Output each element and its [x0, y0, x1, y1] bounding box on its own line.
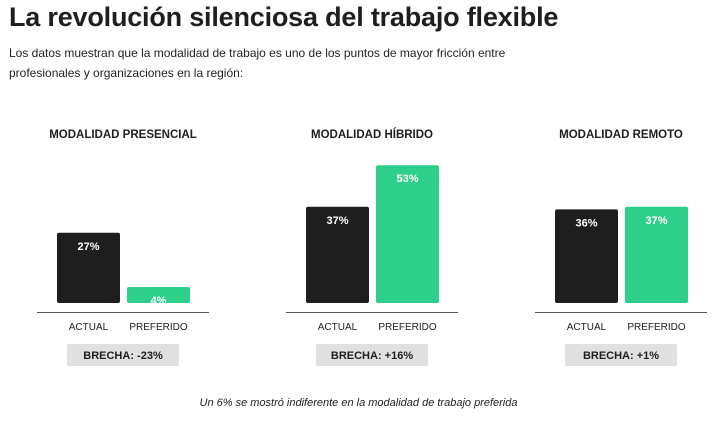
gap-box-presencial [67, 344, 179, 366]
gap-box-hibrido [316, 344, 428, 366]
bar-presencial-actual [57, 232, 120, 303]
panel-title-hibrido: MODALIDAD HÍBRIDO [311, 128, 433, 141]
bar-value-presencial-preferido: 4% [151, 295, 167, 307]
gap-label-hibrido: BRECHA: +16% [331, 350, 413, 362]
bar-value-hibrido-preferido: 53% [396, 173, 418, 185]
bar-value-presencial-actual: 27% [77, 241, 99, 253]
category-label-presencial-actual: ACTUAL [69, 322, 109, 333]
category-label-remoto-actual: ACTUAL [567, 322, 607, 333]
bar-remoto-actual [555, 209, 618, 303]
bar-hibrido-preferido [376, 165, 439, 303]
gap-box-remoto [565, 344, 677, 366]
bar-hibrido-actual [306, 206, 369, 303]
bar-value-remoto-preferido: 37% [645, 215, 667, 227]
category-label-hibrido-preferido: PREFERIDO [378, 322, 437, 333]
category-label-remoto-preferido: PREFERIDO [627, 322, 686, 333]
panel-title-remoto: MODALIDAD REMOTO [559, 129, 683, 141]
category-label-presencial-preferido: PREFERIDO [129, 322, 188, 333]
page-subtitle: Los datos muestran que la modalidad de t… [9, 46, 506, 80]
bar-value-remoto-actual: 36% [575, 217, 597, 229]
category-label-hibrido-actual: ACTUAL [318, 322, 358, 333]
panel-title-presencial: MODALIDAD PRESENCIAL [49, 129, 197, 141]
gap-label-remoto: BRECHA: +1% [583, 350, 659, 362]
bar-remoto-preferido [625, 206, 688, 303]
gap-label-presencial: BRECHA: -23% [83, 350, 163, 362]
page-title: La revolución silenciosa del trabajo fle… [9, 2, 559, 32]
footnote: Un 6% se mostró indiferente en la modali… [199, 397, 518, 409]
bar-value-hibrido-actual: 37% [326, 215, 348, 227]
bar-presencial-preferido [127, 287, 190, 303]
